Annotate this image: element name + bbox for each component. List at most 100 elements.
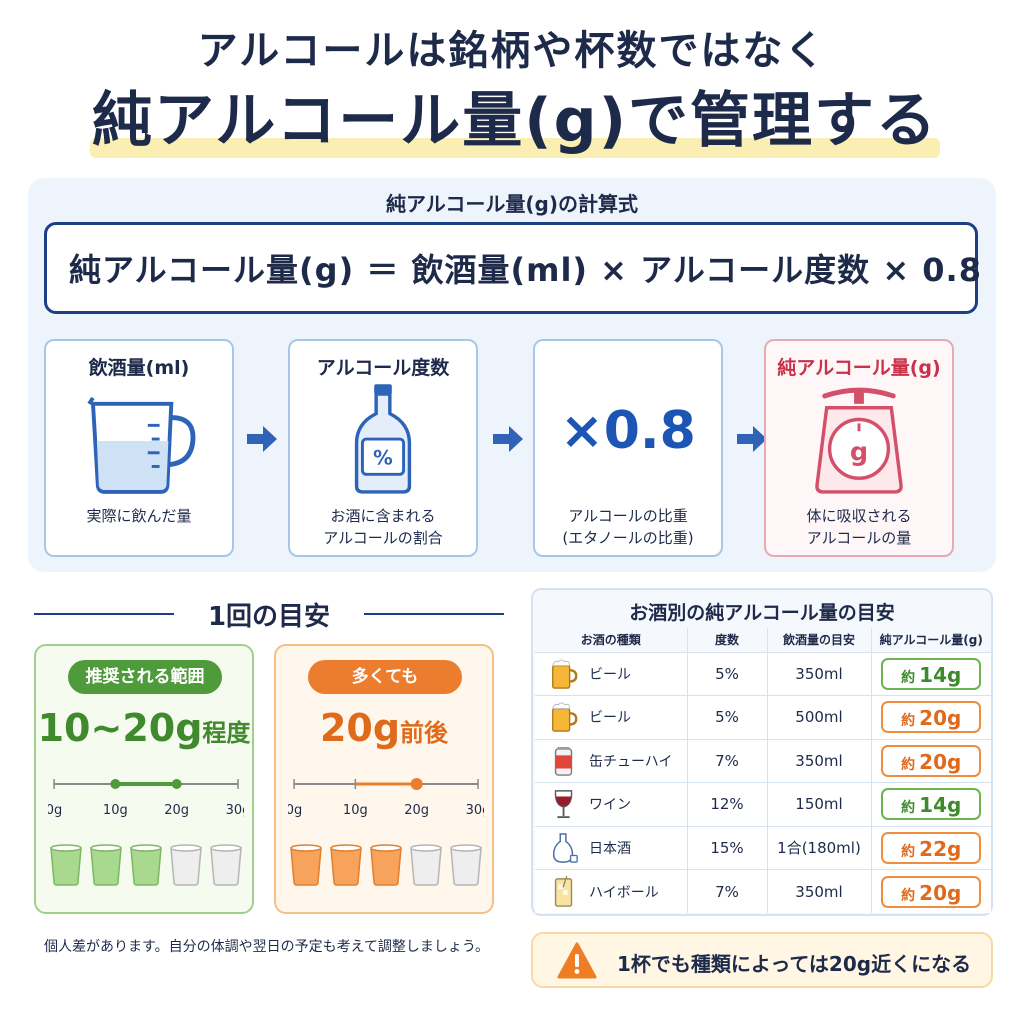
drink-cell: ビール (535, 652, 688, 696)
drink-name: 缶チューハイ (589, 753, 673, 770)
empty-cup-icon (410, 844, 442, 886)
drink-cell: 日本酒 (535, 826, 688, 870)
scale-range-start (110, 779, 121, 789)
grams-value: 14g (919, 662, 962, 687)
grams-badge: 約 20g (881, 875, 982, 908)
approx-prefix: 約 (901, 843, 916, 860)
amount-cell: 350ml (767, 739, 872, 783)
beer-mug-icon (552, 702, 578, 733)
table-row: ハイボール 7% 350ml 約 20g (535, 869, 991, 913)
drink-cell: ビール (535, 695, 688, 740)
scale-tick-label: 20g (164, 803, 189, 818)
filled-cup-icon (370, 844, 402, 886)
recommended-scale: 0g 10g 20g 30g (48, 779, 244, 818)
col-grams: 純アルコール量(g) (871, 628, 991, 653)
grams-cell: 約 14g (871, 652, 991, 696)
warning-banner: 1杯でも種類によっては20g近くになる (531, 932, 993, 988)
warning-icon (557, 942, 597, 979)
headline-highlight (90, 138, 940, 158)
drink-name: 日本酒 (589, 840, 631, 857)
filled-cup-icon (50, 844, 82, 886)
scale-tick-label: 0g (288, 803, 302, 818)
col-abv: 度数 (687, 628, 768, 653)
amount-cell: 350ml (767, 652, 872, 696)
grams-value: 20g (919, 880, 962, 905)
amount-cell: 500ml (767, 695, 872, 740)
grams-cell: 約 20g (871, 739, 991, 783)
wine-glass-icon (554, 790, 573, 819)
approx-prefix: 約 (901, 756, 916, 773)
recommended-cups (50, 844, 242, 886)
table-header-row: お酒の種類 度数 飲酒量の目安 純アルコール量(g) (535, 628, 991, 653)
max-value-suffix: 前後 (400, 719, 449, 747)
recommended-value: 10~20g程度 (36, 706, 252, 750)
measuring-cup-icon (87, 396, 196, 494)
can-icon (554, 746, 573, 776)
drink-name: ビール (589, 710, 631, 727)
abv-cell: 7% (687, 869, 768, 913)
scale-tick-label: 10g (103, 803, 128, 818)
step-desc: 体に吸収される アルコールの量 (806, 507, 912, 547)
scale-tick-label: 30g (466, 803, 484, 818)
formula-panel: 純アルコール量(g)の計算式 純アルコール量(g) ＝ 飲酒量(ml) × アル… (28, 178, 996, 572)
scale-icon: g (815, 387, 903, 494)
abv-cell: 7% (687, 739, 768, 783)
max-scale: 0g 10g 20g 30g (288, 778, 484, 818)
grams-value: 20g (919, 749, 962, 774)
drink-table-title: お酒別の純アルコール量の目安 (629, 602, 895, 624)
approx-prefix: 約 (901, 887, 916, 904)
col-drink: お酒の種類 (535, 628, 688, 653)
arrow-right-icon (247, 426, 277, 452)
bottle-percent-icon: % (354, 384, 412, 494)
drink-name: ハイボール (589, 884, 659, 901)
recommended-value-number: 10~20g (37, 706, 203, 750)
grams-badge: 約 22g (881, 831, 982, 864)
filled-cup-icon (290, 844, 322, 886)
drink-cell: ハイボール (535, 869, 688, 913)
arrow-right-icon (737, 426, 767, 452)
grams-badge: 約 20g (881, 701, 982, 734)
grams-badge: 約 20g (881, 744, 982, 777)
grams-cell: 約 20g (871, 869, 991, 913)
grams-value: 20g (919, 706, 962, 731)
recommended-range-card: 推奨される範囲 10~20g程度 0g 10g 20g 30g (34, 644, 254, 914)
approx-prefix: 約 (901, 713, 916, 730)
amount-cell: 1合(180ml) (767, 826, 872, 870)
step-abv: アルコール度数 % お酒に含まれる アルコールの割合 (288, 339, 478, 557)
divider (34, 613, 174, 615)
drink-table-panel: お酒別の純アルコール量の目安 お酒の種類 度数 飲酒量の目安 純アルコール量(g… (531, 588, 993, 916)
grams-cell: 約 22g (871, 826, 991, 870)
table-row: 日本酒 15% 1合(180ml) 約 22g (535, 826, 991, 870)
headline-line2-wrap: 純アルコール量(g)で管理する (90, 82, 940, 162)
grams-badge: 約 14g (881, 788, 982, 821)
guide-section-title: 1回の目安 (207, 602, 331, 632)
filled-cup-icon (130, 844, 162, 886)
recommended-value-suffix: 程度 (202, 719, 251, 747)
filled-cup-icon (330, 844, 362, 886)
step-title: アルコール度数 (316, 357, 450, 379)
multiplier-value: ×0.8 (560, 401, 696, 461)
scale-range-end (171, 779, 182, 789)
highball-icon (554, 875, 573, 907)
recommended-label: 推奨される範囲 (68, 660, 222, 694)
scale-tick-label: 20g (404, 803, 429, 818)
max-value: 20g前後 (276, 706, 492, 750)
step-title: 飲酒量(ml) (88, 357, 190, 379)
headline-line2: 純アルコール量(g)で管理する (92, 86, 938, 156)
abv-cell: 5% (687, 652, 768, 696)
empty-cup-icon (210, 844, 242, 886)
formula-box: 純アルコール量(g) ＝ 飲酒量(ml) × アルコール度数 × 0.8 (44, 222, 981, 314)
step-multiplier: ×0.8 アルコールの比重 (エタノールの比重) (533, 339, 723, 557)
step-desc: アルコールの比重 (エタノールの比重) (562, 507, 694, 547)
headline-line1: アルコールは銘柄や杯数ではなく (197, 28, 827, 74)
guide-section-header: 1回の目安 (34, 596, 504, 632)
approx-prefix: 約 (901, 669, 916, 686)
warning-text: 1杯でも種類によっては20g近くになる (617, 952, 972, 976)
step-title: 純アルコール量(g) (777, 357, 941, 379)
footnote: 個人差があります。自分の体調や翌日の予定も考えて調整しましょう。 (44, 939, 490, 955)
col-amount: 飲酒量の目安 (767, 628, 872, 653)
abv-cell: 15% (687, 826, 768, 870)
formula-expression: 純アルコール量(g) ＝ 飲酒量(ml) × アルコール度数 × 0.8 (69, 251, 982, 289)
table-row: ワイン 12% 150ml 約 14g (535, 782, 991, 827)
grams-cell: 約 20g (871, 695, 991, 740)
